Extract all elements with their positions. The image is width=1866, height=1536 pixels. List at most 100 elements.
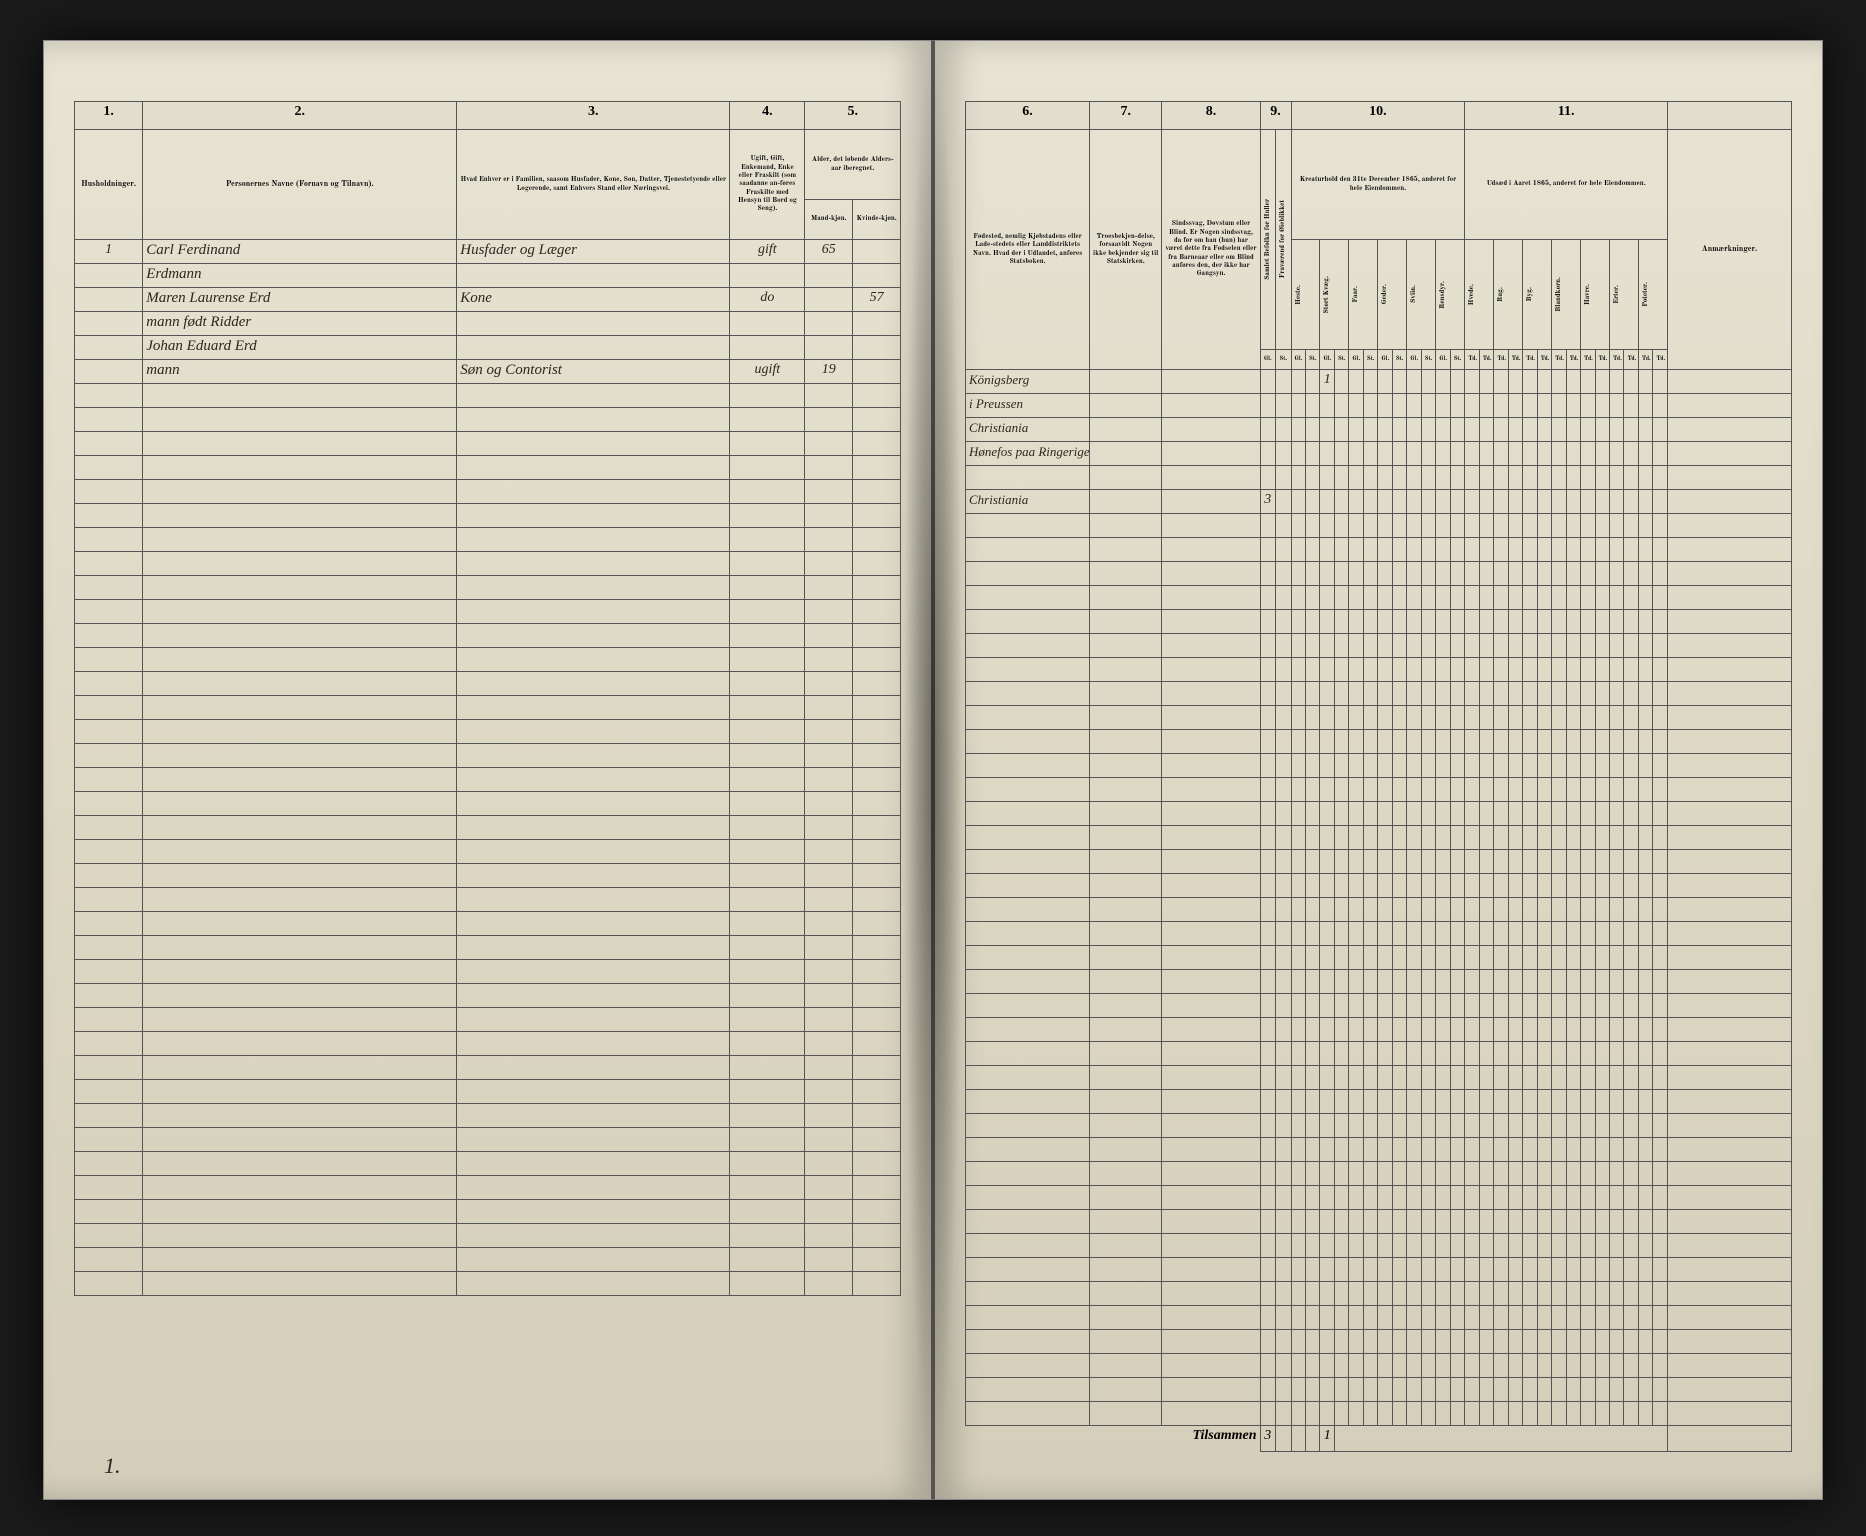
footer-c9a: 3 (1260, 1426, 1276, 1452)
cell-hh (75, 312, 143, 336)
col-3-header: Hvad Enhver er i Familien, saasom Husfad… (457, 130, 730, 240)
cell-rel (457, 336, 730, 360)
c11-bland: Blandkorn. (1555, 277, 1563, 312)
subunit-cell: Gl. (1407, 350, 1421, 370)
table-row (966, 754, 1792, 778)
cell-c9a (1260, 394, 1276, 418)
cell-faith (1090, 442, 1162, 466)
table-row (75, 408, 901, 432)
cell-status: do (730, 288, 805, 312)
col-7-header: Troesbekjen-delse, forsaavidt Nogen ikke… (1090, 130, 1162, 370)
cell-cattle (1320, 394, 1334, 418)
c11-havre: Havre. (1584, 284, 1592, 305)
c10-geder: Geder. (1381, 284, 1389, 304)
col-11-header: Udsæd i Aaret 1865, anderet for hele Eie… (1465, 130, 1668, 240)
subunit-cell: Td. (1624, 350, 1638, 370)
cell-remarks (1667, 418, 1791, 442)
cell-status: gift (730, 240, 805, 264)
table-row: Christiania (966, 418, 1792, 442)
col-4-num: 4. (730, 102, 805, 130)
cell-faith (1090, 418, 1162, 442)
cell-cattle (1320, 466, 1334, 490)
table-row: Maren Laurense ErdKonedo57 (75, 288, 901, 312)
table-row (75, 1104, 901, 1128)
cell-age-m: 19 (805, 360, 853, 384)
cell-status (730, 336, 805, 360)
table-row (966, 874, 1792, 898)
table-row (75, 384, 901, 408)
table-row (75, 1224, 901, 1248)
cell-name: Carl Ferdinand (143, 240, 457, 264)
col-5-num: 5. (805, 102, 901, 130)
cell-birth (966, 466, 1090, 490)
col-1-header: Husholdninger. (75, 130, 143, 240)
table-row (966, 682, 1792, 706)
table-row (75, 792, 901, 816)
table-row (75, 864, 901, 888)
cell-hh: 1 (75, 240, 143, 264)
col-3-num: 3. (457, 102, 730, 130)
table-row (966, 994, 1792, 1018)
col-5-sub-f: Kvinde-kjøn. (853, 200, 901, 240)
cell-cond (1162, 394, 1260, 418)
colnum-row: 1. 2. 3. 4. 5. (75, 102, 901, 130)
cell-c9a (1260, 418, 1276, 442)
cell-age-f (853, 264, 901, 288)
subunit-cell: Td. (1595, 350, 1609, 370)
cell-birth: Christiania (966, 418, 1090, 442)
table-row (75, 1152, 901, 1176)
table-row (966, 538, 1792, 562)
table-row (966, 1234, 1792, 1258)
table-row (75, 1056, 901, 1080)
col-1-num: 1. (75, 102, 143, 130)
c10-sviin: Sviin. (1410, 285, 1418, 303)
col-remarks-header: Anmærkninger. (1667, 130, 1791, 370)
left-table: 1. 2. 3. 4. 5. Husholdninger. Personerne… (74, 101, 901, 1296)
table-row (966, 1066, 1792, 1090)
table-row (966, 1306, 1792, 1330)
cell-cond (1162, 466, 1260, 490)
table-row (75, 816, 901, 840)
cell-age-m: 65 (805, 240, 853, 264)
table-row: Königsberg1 (966, 370, 1792, 394)
table-row (966, 826, 1792, 850)
table-row (75, 1032, 901, 1056)
cell-age-f (853, 240, 901, 264)
cell-c9a (1260, 442, 1276, 466)
col-10-num: 10. (1291, 102, 1465, 130)
table-row: 1Carl FerdinandHusfader og Lægergift65 (75, 240, 901, 264)
cell-age-f (853, 312, 901, 336)
cell-hh (75, 336, 143, 360)
table-row (966, 1402, 1792, 1426)
footer-label: Tilsammen (966, 1426, 1261, 1452)
table-row (966, 1354, 1792, 1378)
table-row (75, 528, 901, 552)
subunit-cell: Td. (1552, 350, 1566, 370)
table-row (966, 562, 1792, 586)
table-row (75, 960, 901, 984)
subunit-cell: Td. (1638, 350, 1652, 370)
bottom-mark: 1. (104, 1453, 121, 1479)
cell-age-m (805, 288, 853, 312)
table-row (966, 1018, 1792, 1042)
table-row (75, 720, 901, 744)
cell-name: Erdmann (143, 264, 457, 288)
c11-byg: Byg. (1526, 287, 1534, 301)
table-row (966, 610, 1792, 634)
cell-hh (75, 264, 143, 288)
subunit-cell: Gl. (1260, 350, 1276, 370)
subunit-cell: St. (1421, 350, 1435, 370)
c11-poteter: Poteter. (1642, 282, 1650, 307)
right-body: Königsberg1i PreussenChristianiaHønefos … (966, 370, 1792, 1426)
table-row (75, 672, 901, 696)
c10-faar: Faar. (1352, 286, 1360, 303)
cell-cattle: 1 (1320, 370, 1334, 394)
table-row (75, 984, 901, 1008)
cell-cattle (1320, 442, 1334, 466)
col-11-num: 11. (1465, 102, 1668, 130)
subunit-cell: Gl. (1320, 350, 1334, 370)
cell-c9b (1276, 490, 1292, 514)
cell-rel: Kone (457, 288, 730, 312)
table-row (966, 1210, 1792, 1234)
table-row (75, 576, 901, 600)
